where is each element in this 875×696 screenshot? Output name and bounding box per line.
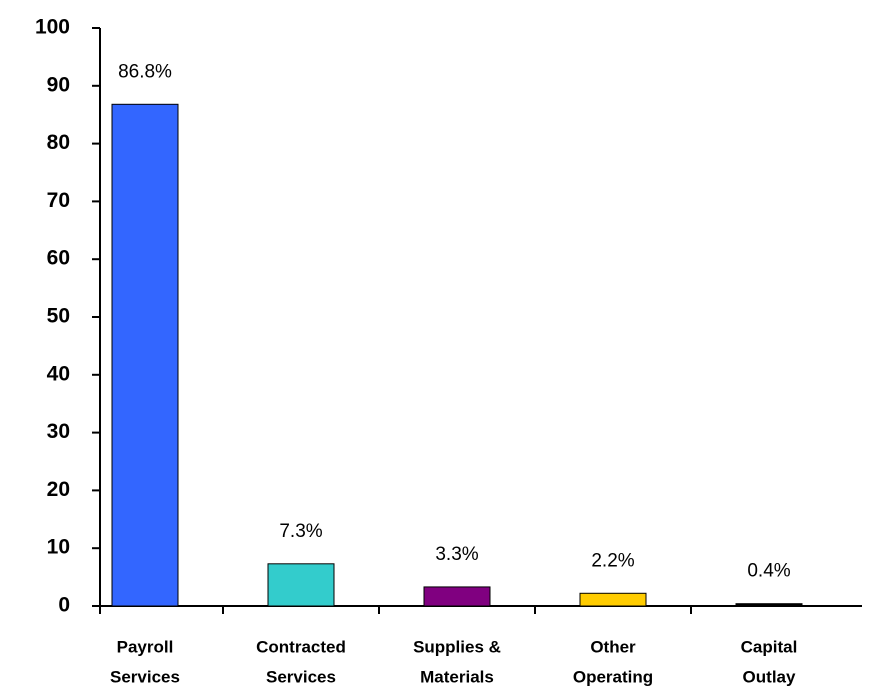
y-tick-label: 50 [47,305,70,328]
x-tick-label: Operating [573,667,653,686]
x-tick-label: Services [266,667,336,686]
bar [111,103,179,607]
x-tick-label: Contracted [256,637,346,656]
y-tick-label: 0 [58,594,70,617]
x-tick-label: Supplies & [413,637,501,656]
y-tick-label: 10 [47,536,70,559]
bar [267,563,335,607]
y-tick-label: 100 [35,16,70,39]
value-label: 86.8% [118,61,172,82]
y-tick-label: 20 [47,478,70,501]
y-tick-label: 40 [47,362,70,385]
x-tick-label: Materials [420,667,494,686]
y-tick-label: 60 [47,247,70,270]
y-tick-label: 80 [47,131,70,154]
x-tick-label: Outlay [743,667,796,686]
bar [735,603,803,607]
x-tick-label: Services [110,667,180,686]
x-tick-label: Payroll [117,637,174,656]
y-tick-label: 90 [47,73,70,96]
x-tick-label: Capital [741,637,798,656]
value-label: 7.3% [279,521,322,542]
y-tick-label: 70 [47,189,70,212]
value-label: 3.3% [435,544,478,565]
value-label: 2.2% [591,550,634,571]
value-label: 0.4% [747,561,790,582]
x-tick-label: Other [590,637,636,656]
bar [423,586,491,607]
y-tick-label: 30 [47,420,70,443]
bar [579,592,647,607]
